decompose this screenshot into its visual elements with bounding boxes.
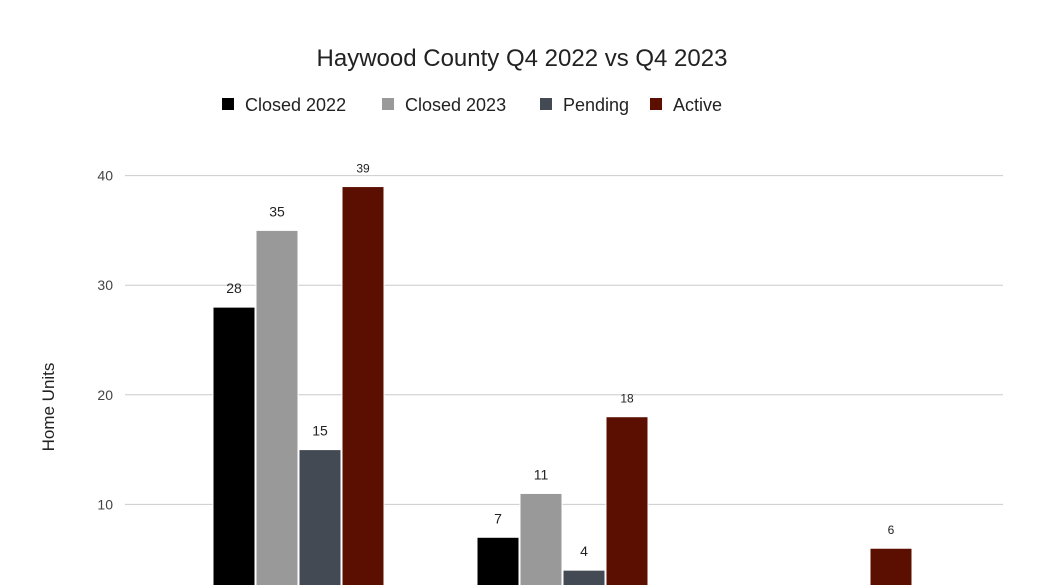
data-label: 4 — [580, 543, 588, 559]
bars — [212, 186, 913, 585]
y-tick-label: 20 — [97, 387, 113, 403]
y-tick-label: 40 — [97, 168, 113, 184]
legend-label: Closed 2022 — [245, 95, 346, 115]
legend-swatch — [222, 98, 234, 110]
data-label: 39 — [356, 162, 370, 176]
bar — [519, 492, 563, 585]
data-label: 15 — [312, 423, 328, 439]
legend-label: Pending — [563, 95, 629, 115]
legend-swatch — [540, 98, 552, 110]
chart-title: Haywood County Q4 2022 vs Q4 2023 — [317, 45, 728, 72]
bar — [476, 536, 520, 585]
data-label: 6 — [888, 523, 895, 537]
bar — [341, 186, 385, 585]
bar — [212, 306, 256, 585]
data-label: 18 — [620, 392, 634, 406]
y-tick-label: 30 — [97, 277, 113, 293]
bar — [255, 229, 299, 585]
bar — [562, 569, 606, 585]
legend-swatch — [650, 98, 662, 110]
legend: Closed 2022 Closed 2023 Pending Active — [222, 95, 722, 115]
y-tick-label: 10 — [97, 496, 113, 512]
data-label: 11 — [534, 466, 549, 482]
legend-swatch — [382, 98, 394, 110]
legend-label: Active — [673, 95, 722, 115]
data-label: 28 — [226, 280, 242, 296]
bar — [605, 416, 649, 585]
bar — [298, 449, 342, 585]
bar — [869, 547, 913, 585]
data-labels: 283515397114180006 — [226, 162, 895, 560]
y-axis-label: Home Units — [39, 363, 58, 452]
data-label: 35 — [269, 203, 285, 219]
data-label: 7 — [494, 510, 502, 526]
y-axis-ticks: 10 20 30 40 — [97, 168, 113, 513]
legend-label: Closed 2023 — [405, 95, 506, 115]
